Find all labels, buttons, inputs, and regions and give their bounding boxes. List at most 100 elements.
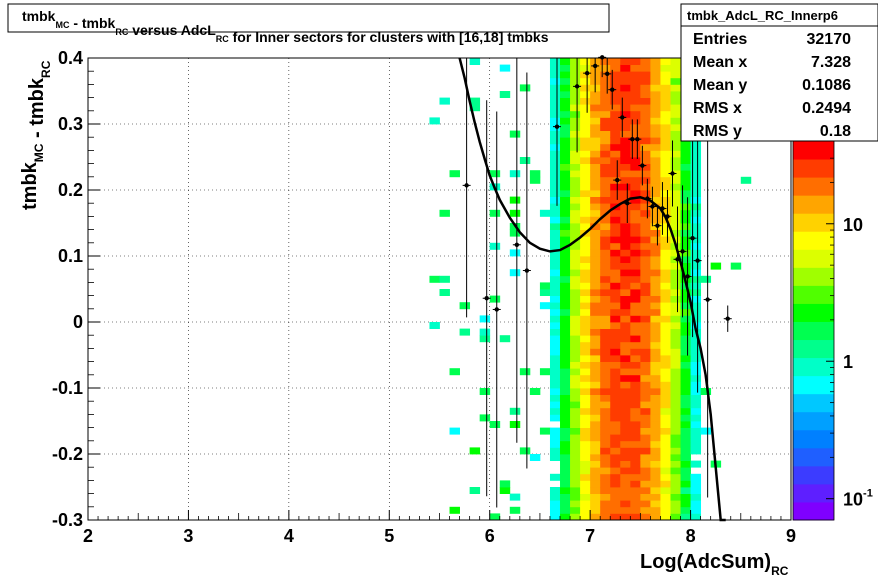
heatmap-cell	[610, 71, 621, 79]
heatmap-cell	[640, 368, 651, 376]
colorbar-segment	[793, 501, 834, 521]
heatmap-cell	[590, 91, 601, 98]
heatmap-cell	[640, 335, 651, 343]
heatmap-cell	[610, 209, 621, 217]
heatmap-cell	[600, 170, 611, 178]
heatmap-cell	[630, 434, 641, 442]
heatmap-cell	[580, 295, 591, 303]
heatmap-cell	[570, 209, 581, 217]
heatmap-cell	[590, 381, 601, 389]
heatmap-cell	[670, 440, 681, 448]
heatmap-cell	[640, 322, 651, 329]
heatmap-cell	[519, 157, 531, 164]
heatmap-cell	[680, 388, 691, 395]
heatmap-cell	[680, 315, 691, 323]
heatmap-cell	[630, 427, 641, 435]
profile-point	[524, 268, 530, 273]
profile-point	[725, 316, 730, 321]
heatmap-cell	[660, 361, 671, 369]
heatmap-cell	[580, 150, 591, 158]
heatmap-cell	[610, 368, 621, 376]
profile-point	[592, 63, 598, 69]
heatmap-cell	[549, 335, 561, 343]
heatmap-cell	[590, 150, 601, 158]
heatmap-cell	[620, 361, 631, 369]
heatmap-cell	[459, 302, 471, 310]
heatmap-cell	[570, 480, 581, 488]
heatmap-cell	[570, 328, 581, 336]
heatmap-cell	[680, 328, 691, 336]
colorbar-segment	[793, 483, 834, 503]
heatmap-cell	[570, 467, 581, 475]
heatmap-cell	[610, 97, 621, 105]
heatmap-cell	[670, 355, 681, 362]
heatmap-cell	[620, 355, 631, 362]
heatmap-cell	[640, 394, 651, 402]
heatmap-cell	[660, 289, 671, 296]
heatmap-cell	[660, 249, 671, 257]
y-tick-label: 0.1	[58, 246, 83, 266]
heatmap-cell	[630, 348, 641, 356]
heatmap-cell	[620, 262, 631, 270]
heatmap-cell	[489, 209, 501, 217]
heatmap-cell	[570, 110, 581, 118]
colorbar-segment	[793, 285, 834, 304]
heatmap-cell	[489, 295, 501, 303]
heatmap-cell	[650, 130, 661, 138]
heatmap-cell	[650, 104, 661, 112]
heatmap-cell	[680, 427, 691, 435]
profile-point	[680, 249, 685, 254]
heatmap-cell	[570, 203, 581, 211]
x-tick-label: 2	[83, 526, 93, 546]
heatmap-cell	[549, 84, 561, 92]
heatmap-cell	[680, 150, 691, 158]
heatmap-cell	[640, 269, 651, 277]
heatmap-cell	[570, 513, 581, 521]
heatmap-cell	[580, 381, 591, 389]
heatmap-cell	[660, 130, 671, 138]
heatmap-cell	[570, 170, 581, 178]
heatmap-cell	[549, 150, 561, 158]
heatmap-cell	[640, 328, 651, 336]
heatmap-cell	[600, 401, 611, 409]
heatmap-cell	[549, 203, 561, 211]
heatmap-cell	[660, 170, 671, 178]
heatmap-cell	[479, 414, 491, 422]
heatmap-cell	[630, 308, 641, 316]
heatmap-cell	[560, 84, 571, 92]
heatmap-cell	[580, 335, 591, 343]
stats-value: 0.1086	[802, 77, 851, 94]
heatmap-cell	[650, 196, 661, 204]
heatmap-cell	[620, 110, 631, 118]
heatmap-cell	[610, 355, 621, 362]
heatmap-cell	[620, 328, 631, 336]
heatmap-cell	[650, 242, 661, 250]
heatmap-cell	[620, 414, 631, 422]
heatmap-cell	[630, 216, 641, 224]
heatmap-cell	[620, 163, 631, 171]
heatmap-cell	[620, 289, 631, 296]
heatmap-cell	[610, 322, 621, 329]
heatmap-cell	[630, 493, 641, 501]
heatmap-cell	[630, 407, 641, 415]
heatmap-cell	[570, 91, 581, 98]
colorbar-segment	[793, 339, 834, 359]
heatmap-cell	[670, 157, 681, 164]
heatmap-cell	[580, 289, 591, 296]
heatmap-cell	[690, 388, 702, 395]
heatmap-cell	[600, 196, 611, 204]
heatmap-cell	[620, 513, 631, 521]
heatmap-cell	[660, 104, 671, 112]
heatmap-cell	[680, 368, 691, 376]
heatmap-cell	[560, 262, 571, 270]
profile-point	[705, 297, 710, 302]
profile-point	[574, 84, 580, 89]
heatmap-cell	[580, 407, 591, 415]
x-axis-label: Log(AdcSum)RC	[640, 551, 789, 578]
heatmap-cell	[600, 249, 611, 257]
heatmap-cell	[580, 506, 591, 514]
heatmap-cell	[670, 275, 681, 283]
heatmap-cell	[610, 427, 621, 435]
heatmap-cell	[610, 58, 621, 65]
heatmap-cell	[600, 124, 611, 131]
